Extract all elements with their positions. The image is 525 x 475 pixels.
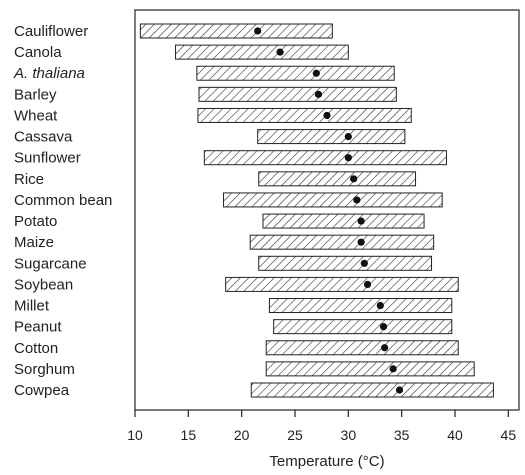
optimum-marker xyxy=(357,217,365,225)
crop-row: Cauliflower xyxy=(14,23,333,40)
crop-label: Cowpea xyxy=(14,382,70,399)
optimum-marker xyxy=(276,48,284,56)
optimum-marker xyxy=(353,196,361,204)
crop-label: Cotton xyxy=(14,340,58,357)
crop-row: Cassava xyxy=(14,129,406,146)
crop-row: Millet xyxy=(14,298,453,315)
crop-row: Common bean xyxy=(14,192,443,209)
temperature-range-bar xyxy=(273,319,453,335)
optimum-marker xyxy=(381,344,389,352)
temperature-range-bar xyxy=(268,298,453,314)
crop-label: Potato xyxy=(14,213,57,230)
optimum-marker xyxy=(376,301,384,310)
temperature-range-bar xyxy=(139,23,333,39)
crop-label: Sunflower xyxy=(14,150,81,167)
crop-label: Cauliflower xyxy=(14,23,88,40)
plot-frame xyxy=(134,9,520,411)
optimum-marker xyxy=(389,365,397,373)
crop-label: Maize xyxy=(14,234,54,251)
crop-row: Sunflower xyxy=(14,150,447,167)
crop-label: Peanut xyxy=(14,319,62,336)
crop-row: Soybean xyxy=(14,276,459,293)
crop-row: Wheat xyxy=(14,107,412,124)
crop-label: Cassava xyxy=(14,129,73,146)
x-tick-label: 10 xyxy=(127,427,143,443)
crop-row: Potato xyxy=(14,213,425,230)
crop-label: A. thaliana xyxy=(13,65,85,82)
crop-label: Canola xyxy=(14,44,62,61)
temperature-range-bar xyxy=(258,255,433,271)
crop-label: Sugarcane xyxy=(14,255,87,272)
optimum-marker xyxy=(350,175,358,183)
temperature-range-bar xyxy=(197,107,412,123)
optimum-marker xyxy=(254,27,262,35)
temperature-range-bar xyxy=(250,382,494,398)
optimum-marker xyxy=(363,280,372,289)
crop-label: Common bean xyxy=(14,192,112,209)
crop-label: Rice xyxy=(14,171,44,188)
crop-row: A. thaliana xyxy=(13,65,395,82)
x-tick-label: 25 xyxy=(287,427,303,443)
optimum-marker xyxy=(314,90,323,98)
temperature-range-bar xyxy=(265,340,459,356)
crop-row: Maize xyxy=(14,234,435,251)
x-axis-title: Temperature (°C) xyxy=(269,453,384,470)
x-axis: 10 15 20 25 30 35 40 45 xyxy=(127,410,516,443)
x-tick-label: 20 xyxy=(234,427,250,443)
crop-label: Millet xyxy=(14,298,50,315)
x-tick-label: 45 xyxy=(501,427,517,443)
optimum-marker xyxy=(312,69,320,77)
crop-label: Wheat xyxy=(14,107,58,124)
optimum-marker xyxy=(344,154,352,162)
rows-layer: Cauliflower Canola A. thaliana Barley Wheat C… xyxy=(13,23,494,399)
crop-row: Sorghum xyxy=(14,361,475,378)
temperature-range-bar xyxy=(203,150,447,166)
temperature-range-bar xyxy=(196,65,395,81)
crop-row: Cowpea xyxy=(14,382,494,399)
crop-label: Sorghum xyxy=(14,361,75,378)
temperature-range-bar xyxy=(257,129,406,145)
optimum-marker xyxy=(323,111,331,120)
x-tick-label: 40 xyxy=(447,427,463,443)
x-tick-label: 15 xyxy=(181,427,197,443)
optimum-marker xyxy=(379,323,388,331)
x-tick-label: 30 xyxy=(341,427,357,443)
x-tick-label: 35 xyxy=(394,427,410,443)
temperature-range-bar xyxy=(265,361,475,377)
crop-row: Sugarcane xyxy=(14,255,433,272)
crop-row: Canola xyxy=(14,44,349,61)
temperature-range-bar xyxy=(258,171,417,187)
crop-row: Peanut xyxy=(14,319,453,336)
crop-row: Cotton xyxy=(14,340,459,357)
temperature-range-bar xyxy=(198,86,397,102)
optimum-marker xyxy=(395,386,404,394)
optimum-marker xyxy=(344,132,352,141)
temperature-range-bar xyxy=(249,234,435,250)
temperature-range-bar xyxy=(175,44,349,60)
optimum-marker xyxy=(357,238,365,246)
temperature-range-bar xyxy=(225,276,459,292)
crop-row: Rice xyxy=(14,171,417,188)
crop-label: Soybean xyxy=(14,276,73,293)
optimum-marker xyxy=(360,259,368,267)
crop-row: Barley xyxy=(14,86,397,103)
crop-label: Barley xyxy=(14,86,57,103)
temperature-range-bar xyxy=(262,213,425,229)
temperature-range-bar xyxy=(223,192,443,208)
